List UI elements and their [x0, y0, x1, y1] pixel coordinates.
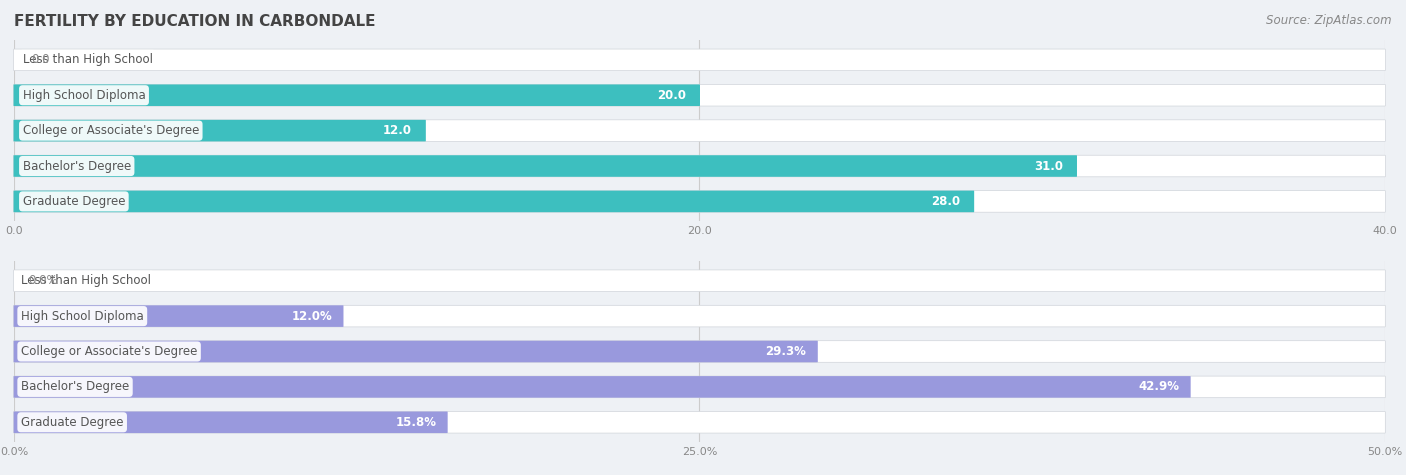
Text: 12.0%: 12.0%: [291, 310, 332, 323]
Text: 28.0: 28.0: [931, 195, 960, 208]
Text: 0.0%: 0.0%: [28, 274, 58, 287]
FancyBboxPatch shape: [14, 341, 818, 362]
Text: 31.0: 31.0: [1033, 160, 1063, 172]
Text: 12.0: 12.0: [382, 124, 412, 137]
Text: 15.8%: 15.8%: [395, 416, 436, 429]
FancyBboxPatch shape: [14, 376, 1191, 398]
Text: Less than High School: Less than High School: [21, 274, 150, 287]
Text: 42.9%: 42.9%: [1139, 380, 1180, 393]
FancyBboxPatch shape: [14, 85, 700, 106]
FancyBboxPatch shape: [14, 190, 1385, 212]
Text: 29.3%: 29.3%: [765, 345, 807, 358]
Text: Less than High School: Less than High School: [22, 53, 153, 67]
Text: Bachelor's Degree: Bachelor's Degree: [22, 160, 131, 172]
FancyBboxPatch shape: [14, 411, 447, 433]
Text: Source: ZipAtlas.com: Source: ZipAtlas.com: [1267, 14, 1392, 27]
FancyBboxPatch shape: [14, 120, 426, 142]
Text: College or Associate's Degree: College or Associate's Degree: [21, 345, 197, 358]
FancyBboxPatch shape: [14, 49, 1385, 71]
FancyBboxPatch shape: [14, 411, 1385, 433]
Text: 20.0: 20.0: [657, 89, 686, 102]
Text: 0.0: 0.0: [31, 53, 49, 67]
FancyBboxPatch shape: [14, 341, 1385, 362]
FancyBboxPatch shape: [14, 120, 1385, 142]
FancyBboxPatch shape: [14, 85, 1385, 106]
FancyBboxPatch shape: [14, 376, 1385, 398]
FancyBboxPatch shape: [14, 305, 1385, 327]
Text: Graduate Degree: Graduate Degree: [22, 195, 125, 208]
FancyBboxPatch shape: [14, 155, 1385, 177]
Text: High School Diploma: High School Diploma: [21, 310, 143, 323]
FancyBboxPatch shape: [14, 155, 1077, 177]
Text: Bachelor's Degree: Bachelor's Degree: [21, 380, 129, 393]
Text: Graduate Degree: Graduate Degree: [21, 416, 124, 429]
Text: College or Associate's Degree: College or Associate's Degree: [22, 124, 200, 137]
FancyBboxPatch shape: [14, 190, 974, 212]
Text: FERTILITY BY EDUCATION IN CARBONDALE: FERTILITY BY EDUCATION IN CARBONDALE: [14, 14, 375, 29]
Text: High School Diploma: High School Diploma: [22, 89, 145, 102]
FancyBboxPatch shape: [14, 305, 343, 327]
FancyBboxPatch shape: [14, 270, 1385, 292]
